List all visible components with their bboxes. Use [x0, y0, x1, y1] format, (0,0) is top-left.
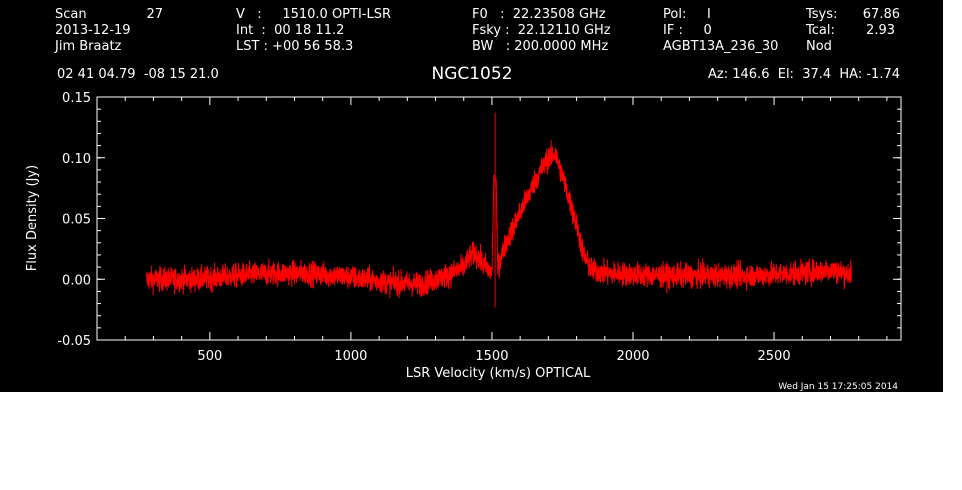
obs-date: 2013-12-19 — [55, 23, 131, 38]
if-line: IF : 0 — [663, 23, 712, 38]
observer-name: Jim Braatz — [54, 39, 122, 54]
y-tick-label: 0.15 — [62, 91, 91, 106]
y-tick-label: 0.05 — [62, 213, 91, 228]
integration-line: Int : 00 18 11.2 — [236, 23, 344, 38]
y-tick-label: -0.05 — [57, 334, 91, 349]
f0-line: F0 : 22.23508 GHz — [472, 7, 606, 22]
bandwidth-line: BW : 200.0000 MHz — [472, 39, 608, 54]
pol-line: Pol: I — [663, 7, 711, 22]
plot-frame — [96, 96, 902, 341]
tcal-label: Tcal: — [805, 23, 835, 38]
y-tick-label: 0.00 — [62, 273, 91, 288]
tsys-label: Tsys: — [805, 7, 837, 22]
x-tick-label: 1500 — [475, 349, 508, 364]
velocity-line: V : 1510.0 OPTI-LSR — [236, 7, 391, 22]
fsky-line: Fsky : 22.12110 GHz — [472, 23, 611, 38]
spectrum-plot: Scan 27 2013-12-19 Jim Braatz V : 1510.0… — [25, 7, 902, 392]
x-tick-label: 1000 — [334, 349, 367, 364]
x-tick-label: 2000 — [616, 349, 649, 364]
project-id: AGBT13A_236_30 — [663, 39, 778, 54]
y-tick-label: 0.10 — [62, 152, 91, 167]
scan-label: Scan — [55, 7, 87, 22]
spectrum-panel: Scan 27 2013-12-19 Jim Braatz V : 1510.0… — [0, 0, 943, 392]
source-coordinates: 02 41 04.79 -08 15 21.0 — [57, 67, 219, 82]
tcal-value: 2.93 — [866, 23, 895, 38]
axis-ticks: 500 1000 1500 2000 2500 -0.05 0.00 0.05 0.10 0.15 — [57, 91, 901, 364]
obs-mode: Nod — [806, 39, 832, 54]
pointing-info: Az: 146.6 El: 37.4 HA: -1.74 — [708, 67, 900, 82]
spectrum-line — [145, 140, 852, 299]
tsys-value: 67.86 — [863, 7, 900, 22]
spectrum-trace — [145, 112, 852, 308]
x-tick-label: 2500 — [758, 349, 791, 364]
scan-value: 27 — [146, 7, 163, 22]
x-axis-label: LSR Velocity (km/s) OPTICAL — [406, 366, 591, 381]
chart-title: NGC1052 — [431, 64, 512, 84]
plot-timestamp: Wed Jan 15 17:25:05 2014 — [778, 382, 898, 392]
lst-line: LST : +00 56 58.3 — [236, 39, 353, 54]
y-axis-label: Flux Density (Jy) — [25, 165, 40, 271]
x-tick-label: 500 — [197, 349, 222, 364]
